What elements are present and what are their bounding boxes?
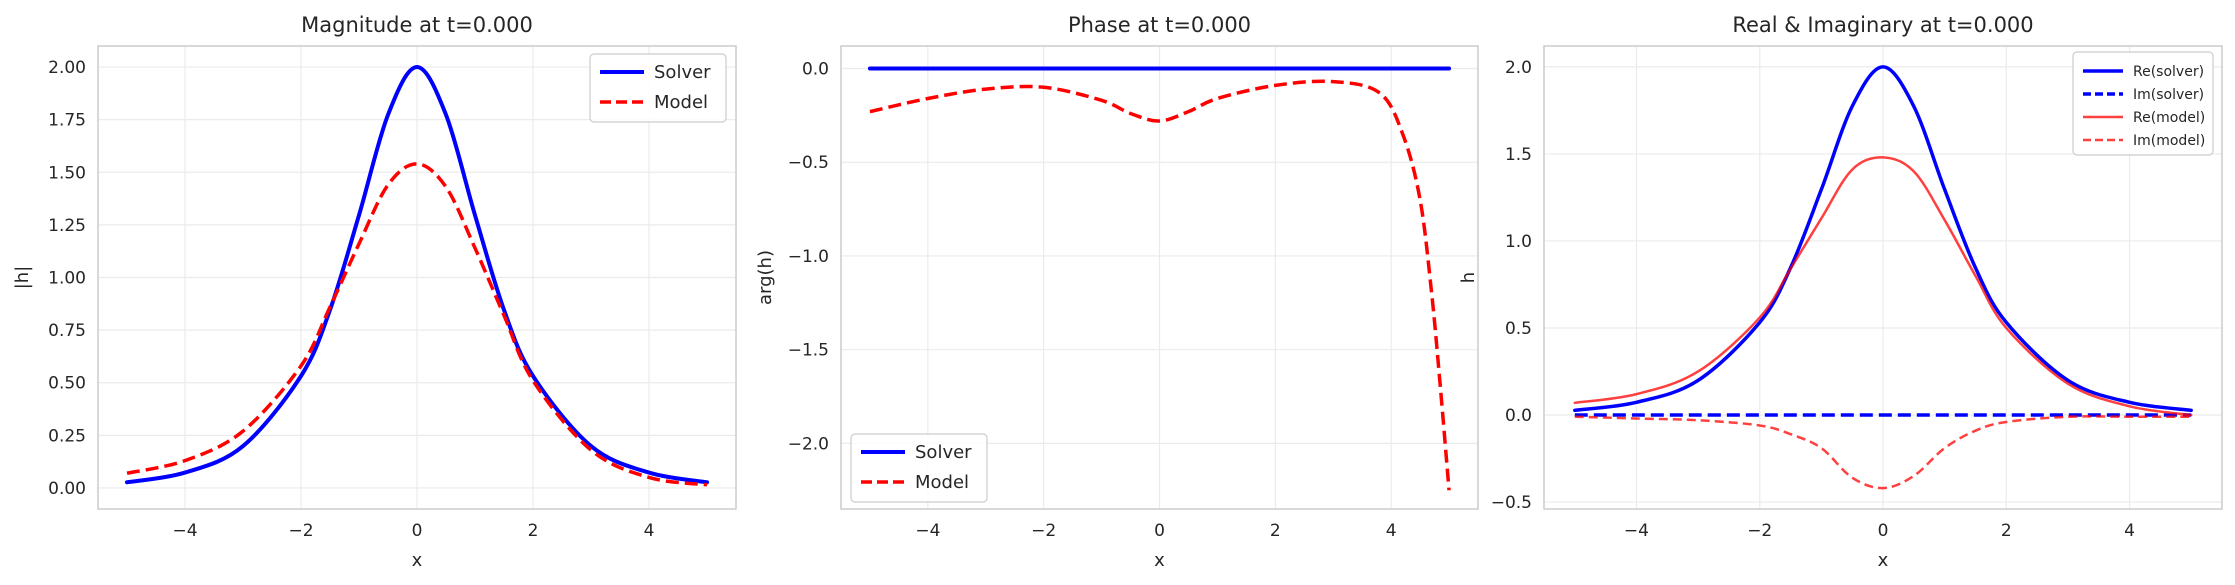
y-tick-label: 0.5 [1505, 319, 1532, 339]
x-tick-label: −2 [1031, 521, 1056, 541]
y-tick-label: 1.0 [1505, 232, 1532, 252]
chart-2: −4 −2 0 2 4 0.0 −0.5 −1.0 −1.5 −2.0 Phase at t=0.0… [755, 13, 1479, 571]
y-tick-label: −1.0 [788, 247, 829, 267]
x-axis-label: x [412, 550, 423, 571]
legend-label: Im(model) [2133, 133, 2205, 149]
legend-label: Model [915, 472, 969, 493]
legend-label: Model [654, 92, 708, 113]
x-tick-label: −4 [1624, 521, 1649, 541]
legend-label: Re(solver) [2133, 64, 2204, 80]
y-tick-label: 1.25 [48, 216, 86, 236]
y-tick-label: 0.00 [48, 479, 86, 499]
series-line-solver [125, 65, 709, 485]
y-tick-label: 1.5 [1505, 145, 1532, 165]
x-tick-label: −2 [288, 521, 313, 541]
series-line-re-model [1573, 156, 2193, 417]
x-tick-label: −2 [1747, 521, 1772, 541]
x-tick-label: 2 [528, 521, 539, 541]
x-tick-label: 0 [1154, 521, 1165, 541]
plot-area [840, 45, 1479, 510]
y-tick-label: 0.0 [1505, 406, 1532, 426]
x-tick-label: 0 [1878, 521, 1889, 541]
x-tick-label: 4 [644, 521, 655, 541]
chart-3: −4 −2 0 2 4 −0.5 0.0 0.5 1.0 1.5 2.0 Real & Imagina… [1458, 13, 2223, 571]
chart-1: −4 −2 0 2 4 0.00 0.25 0.50 0.75 1.00 1.25 1.50 1.75 2… [12, 13, 737, 571]
x-tick-label: −4 [915, 521, 940, 541]
y-tick-label: 1.00 [48, 269, 86, 289]
y-tick-label: 0.0 [802, 59, 829, 79]
legend-label: Solver [654, 62, 711, 83]
y-tick-label: 0.25 [48, 426, 86, 446]
y-tick-label: 2.00 [48, 58, 86, 78]
y-tick-label: 0.50 [48, 374, 86, 394]
y-tick-label: −0.5 [1491, 493, 1532, 513]
y-tick-label: 2.0 [1505, 58, 1532, 78]
y-axis-label: |h| [12, 266, 33, 290]
x-tick-label: 4 [2124, 521, 2135, 541]
chart-title: Magnitude at t=0.000 [301, 13, 533, 37]
series-line-re-solver [1573, 65, 2193, 413]
y-tick-label: −0.5 [788, 153, 829, 173]
x-tick-label: 2 [1270, 521, 1281, 541]
legend-label: Im(solver) [2133, 87, 2204, 103]
x-axis-label: x [1878, 550, 1889, 571]
plot-area [97, 45, 737, 510]
x-axis-label: x [1154, 550, 1165, 571]
legend: Solver Model [589, 53, 727, 123]
plot-area [1543, 45, 2223, 510]
legend-box [2072, 51, 2214, 156]
legend: Re(solver) Im(solver) Re(model) Im(model) [2072, 51, 2214, 156]
chart-title: Phase at t=0.000 [1068, 13, 1251, 37]
x-tick-label: 4 [1386, 521, 1397, 541]
y-tick-label: 0.75 [48, 321, 86, 341]
y-tick-label: −2.0 [788, 434, 829, 454]
legend-label: Solver [915, 442, 972, 463]
series-line-model [869, 79, 1451, 491]
chart-title: Real & Imaginary at t=0.000 [1732, 13, 2033, 37]
y-tick-label: 1.75 [48, 111, 86, 131]
legend-label: Re(model) [2133, 110, 2205, 126]
legend: Solver Model [850, 433, 988, 503]
x-tick-label: 2 [2001, 521, 2012, 541]
y-axis-label: h [1458, 272, 1479, 283]
y-tick-label: −1.5 [788, 341, 829, 361]
series-line-model [126, 162, 708, 487]
y-tick-label: 1.50 [48, 163, 86, 183]
y-axis-label: arg(h) [755, 250, 776, 305]
series-line-im-model [1574, 415, 2192, 490]
x-tick-label: −4 [172, 521, 197, 541]
x-tick-label: 0 [412, 521, 423, 541]
